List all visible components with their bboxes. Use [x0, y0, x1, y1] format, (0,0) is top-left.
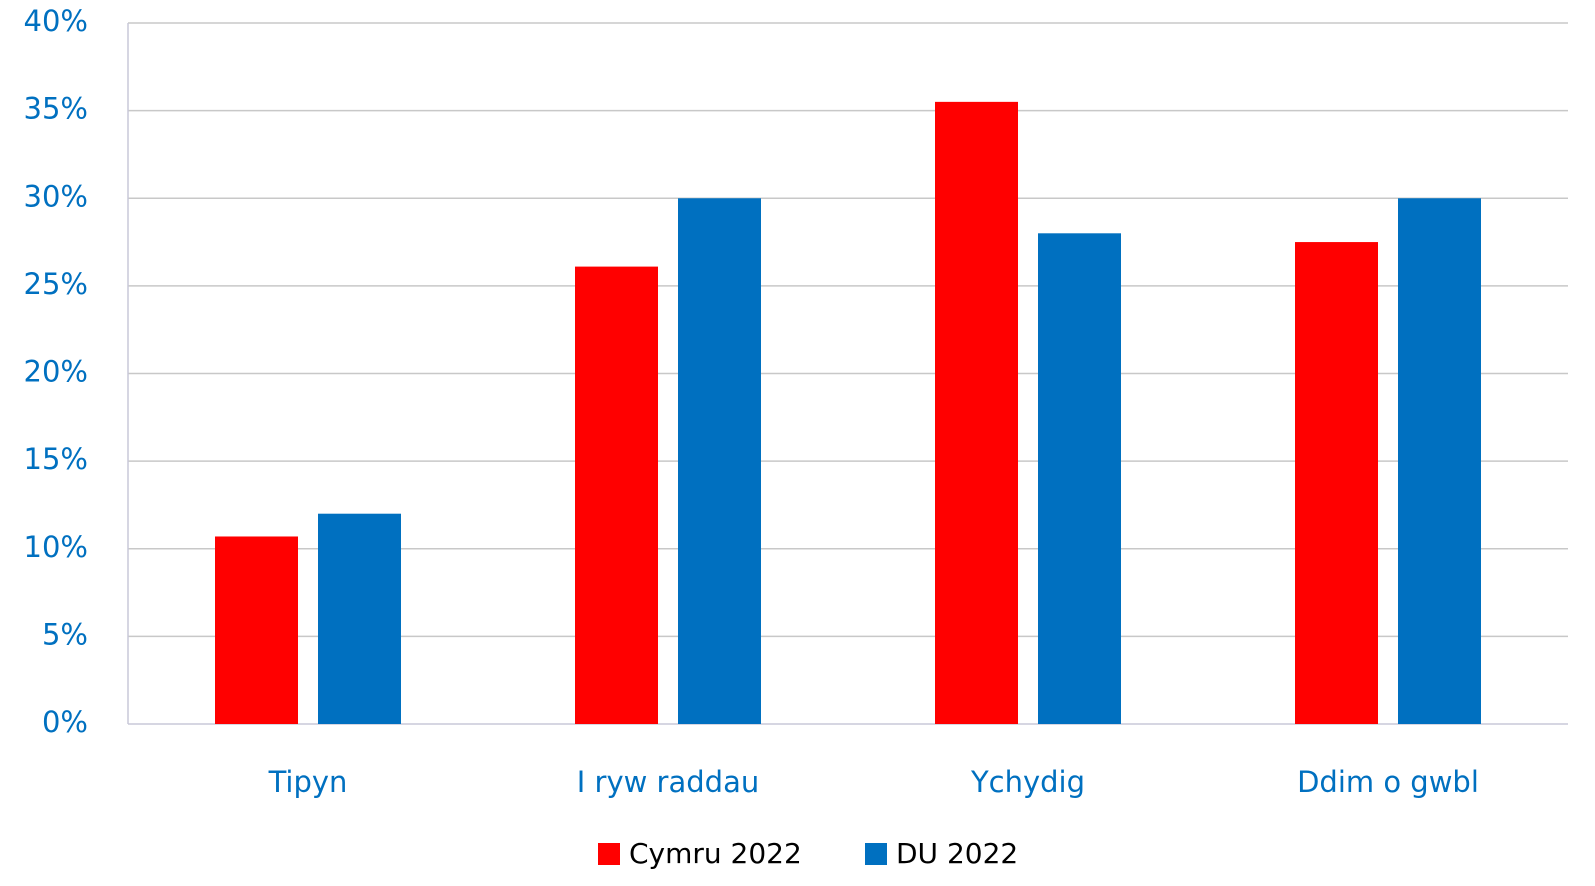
y-tick-label: 25%: [24, 267, 88, 301]
bar: [935, 101, 1018, 725]
legend-swatch: [598, 843, 620, 865]
bar: [1038, 233, 1121, 725]
bar: [678, 198, 761, 724]
x-tick-label: Ddim o gwbl: [1297, 765, 1479, 799]
legend-label: Cymru 2022: [629, 837, 802, 870]
y-tick-label: 30%: [24, 179, 88, 213]
bar: [1398, 198, 1481, 724]
x-tick-label: I ryw raddau: [577, 765, 759, 799]
bar: [215, 536, 298, 724]
y-tick-label: 40%: [24, 4, 88, 38]
y-tick-label: 35%: [24, 92, 88, 126]
legend-swatch: [865, 843, 887, 865]
bar: [1295, 242, 1378, 724]
x-tick-label: Ychydig: [970, 765, 1085, 799]
x-tick-label: Tipyn: [268, 765, 348, 799]
bar: [318, 513, 401, 724]
y-tick-label: 20%: [24, 355, 88, 389]
bar: [575, 266, 658, 724]
legend-label: DU 2022: [896, 837, 1018, 870]
y-tick-label: 15%: [24, 442, 88, 476]
y-tick-label: 5%: [42, 617, 88, 651]
y-tick-label: 0%: [42, 705, 88, 739]
y-tick-label: 10%: [24, 530, 88, 564]
